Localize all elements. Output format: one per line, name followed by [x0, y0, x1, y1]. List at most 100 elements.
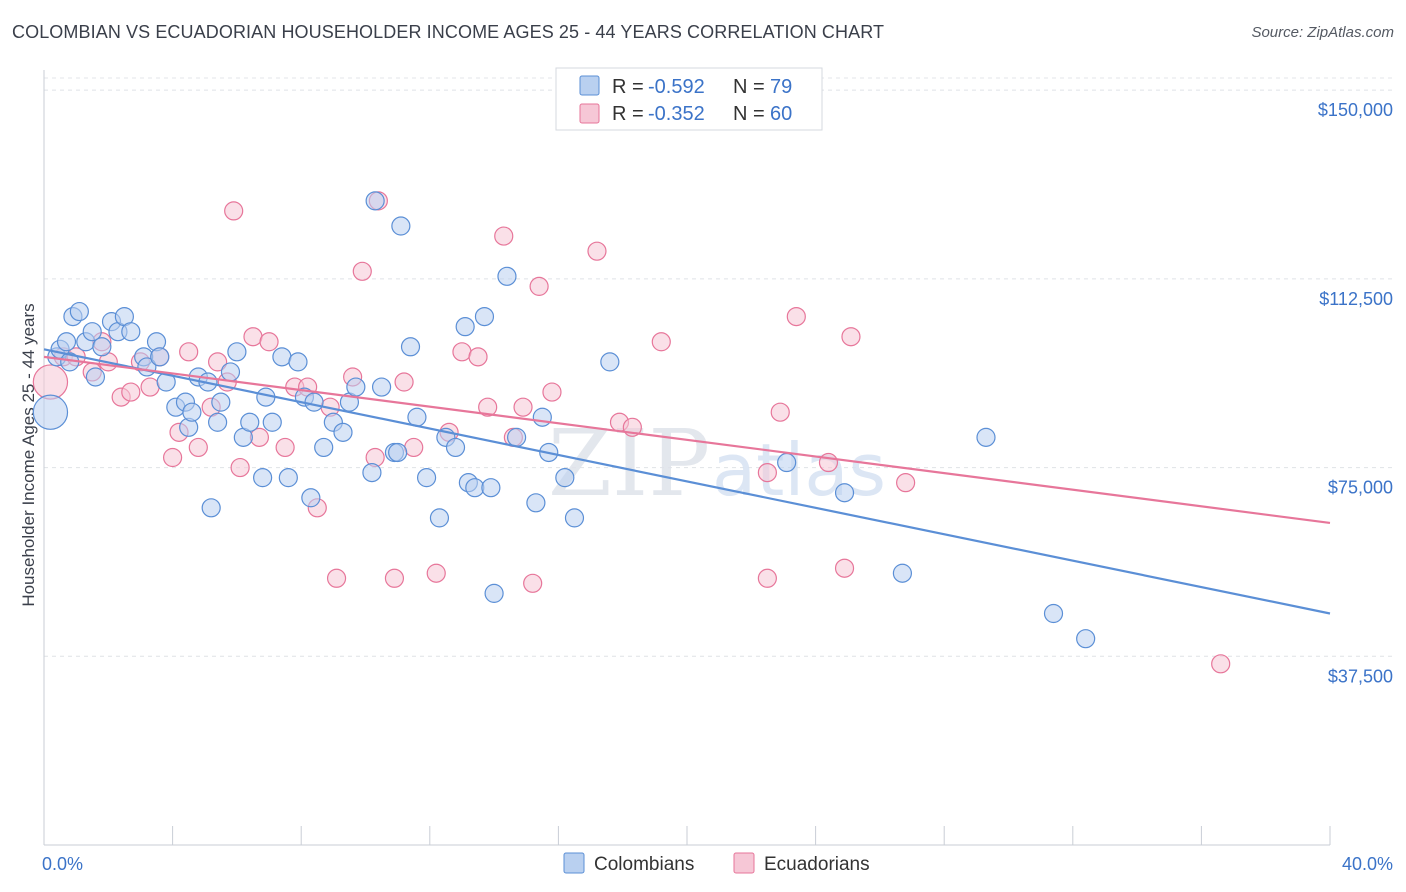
point-colombians: [82, 322, 102, 342]
y-tick-label: $150,000: [1318, 100, 1393, 120]
point-ecuadorians: [404, 437, 424, 458]
point-colombians: [465, 478, 485, 498]
top-legend: R = -0.592 N = 79 R = -0.352 N = 60: [555, 67, 823, 131]
point-colombians: [388, 442, 408, 463]
point-ecuadorians: [32, 364, 69, 400]
point-ecuadorians: [757, 568, 777, 588]
point-colombians: [182, 402, 202, 422]
point-colombians: [85, 367, 106, 387]
bottom-legend-colombians: Colombians: [594, 854, 694, 875]
point-ecuadorians: [841, 327, 861, 347]
point-colombians: [365, 191, 385, 211]
point-colombians: [253, 468, 273, 488]
point-colombians: [507, 427, 527, 447]
point-colombians: [220, 362, 241, 382]
point-ecuadorians: [188, 437, 208, 458]
x-tick-label-min: 0.0%: [42, 854, 83, 874]
y-axis-label: Householder Income Ages 25 - 44 years: [19, 303, 38, 606]
point-ecuadorians: [529, 276, 549, 296]
chart-title: COLOMBIAN VS ECUADORIAN HOUSEHOLDER INCO…: [12, 22, 885, 42]
point-colombians: [555, 468, 575, 488]
point-ecuadorians: [208, 352, 228, 372]
point-colombians: [400, 337, 421, 357]
top-legend-box: [555, 67, 823, 131]
point-ecuadorians: [494, 226, 514, 246]
legend-r-label-0: R =: [612, 76, 644, 98]
chart-source: Source: ZipAtlas.com: [1251, 24, 1394, 41]
point-colombians: [1076, 629, 1096, 649]
point-colombians: [304, 392, 324, 412]
point-ecuadorians: [426, 563, 446, 583]
point-colombians: [150, 347, 170, 367]
point-ecuadorians: [478, 397, 498, 417]
point-colombians: [346, 377, 366, 397]
point-colombians: [455, 317, 475, 337]
point-colombians: [314, 437, 334, 458]
x-tick-marks: [43, 826, 1331, 845]
point-colombians: [362, 462, 382, 483]
point-ecuadorians: [587, 241, 607, 261]
legend-swatch-colombians: [579, 75, 600, 96]
point-ecuadorians: [770, 402, 790, 422]
legend-r-value-0: -0.592: [648, 76, 705, 98]
point-colombians: [526, 493, 546, 513]
legend-r-value-1: -0.352: [648, 103, 705, 125]
legend-n-value-1: 60: [770, 103, 792, 125]
point-colombians: [564, 508, 585, 528]
point-ecuadorians: [179, 342, 199, 362]
point-colombians: [777, 452, 797, 473]
point-colombians: [371, 377, 392, 397]
point-colombians: [1043, 603, 1064, 624]
point-ecuadorians: [326, 568, 347, 588]
legend-r-label-1: R =: [612, 103, 644, 125]
bottom-legend-swatch-colombians: [563, 852, 585, 874]
point-ecuadorians: [163, 447, 183, 468]
watermark-atlas: atlas: [712, 428, 886, 512]
point-colombians: [272, 347, 292, 367]
trend-line-colombians: [43, 348, 1331, 615]
bottom-legend-ecuadorians: Ecuadorians: [764, 854, 870, 875]
point-colombians: [121, 322, 141, 342]
point-colombians: [92, 337, 112, 357]
point-ecuadorians: [352, 261, 372, 281]
point-colombians: [484, 583, 504, 603]
point-colombians: [834, 483, 855, 503]
point-ecuadorians: [230, 457, 250, 478]
point-colombians: [56, 332, 77, 352]
y-tick-label: $75,000: [1328, 478, 1393, 498]
point-colombians: [497, 266, 517, 286]
point-colombians: [227, 342, 247, 362]
trend-line-ecuadorians: [43, 355, 1331, 525]
legend-n-label-0: N =: [733, 76, 765, 98]
point-ecuadorians: [121, 382, 141, 402]
point-ecuadorians: [259, 332, 279, 352]
legend-swatch-ecuadorians: [579, 103, 600, 124]
bottom-legend-swatch-ecuadorians: [733, 852, 755, 874]
y-tick-label: $37,500: [1328, 666, 1393, 686]
point-colombians: [301, 488, 321, 508]
point-colombians: [278, 468, 298, 488]
point-ecuadorians: [140, 377, 160, 397]
trend-lines: [43, 348, 1331, 615]
y-tick-label: $112,500: [1319, 289, 1393, 309]
point-colombians: [208, 412, 228, 432]
y-tick-labels: $150,000 $112,500 $75,000 $37,500: [1318, 100, 1393, 686]
point-ecuadorians: [224, 201, 244, 221]
point-ecuadorians: [896, 473, 916, 493]
point-ecuadorians: [1211, 654, 1231, 674]
point-ecuadorians: [542, 382, 562, 402]
point-colombians: [445, 437, 466, 458]
point-colombians: [262, 412, 282, 432]
point-colombians: [288, 352, 308, 372]
bottom-legend: Colombians Ecuadorians: [563, 852, 870, 875]
x-tick-label-max: 40.0%: [1342, 854, 1393, 874]
point-ecuadorians: [468, 347, 488, 367]
point-colombians: [600, 352, 620, 372]
point-colombians: [240, 412, 260, 432]
point-colombians: [474, 306, 495, 327]
point-ecuadorians: [786, 306, 806, 327]
point-colombians: [211, 392, 231, 412]
point-colombians: [416, 468, 437, 488]
point-ecuadorians: [513, 397, 533, 417]
point-ecuadorians: [757, 462, 777, 483]
